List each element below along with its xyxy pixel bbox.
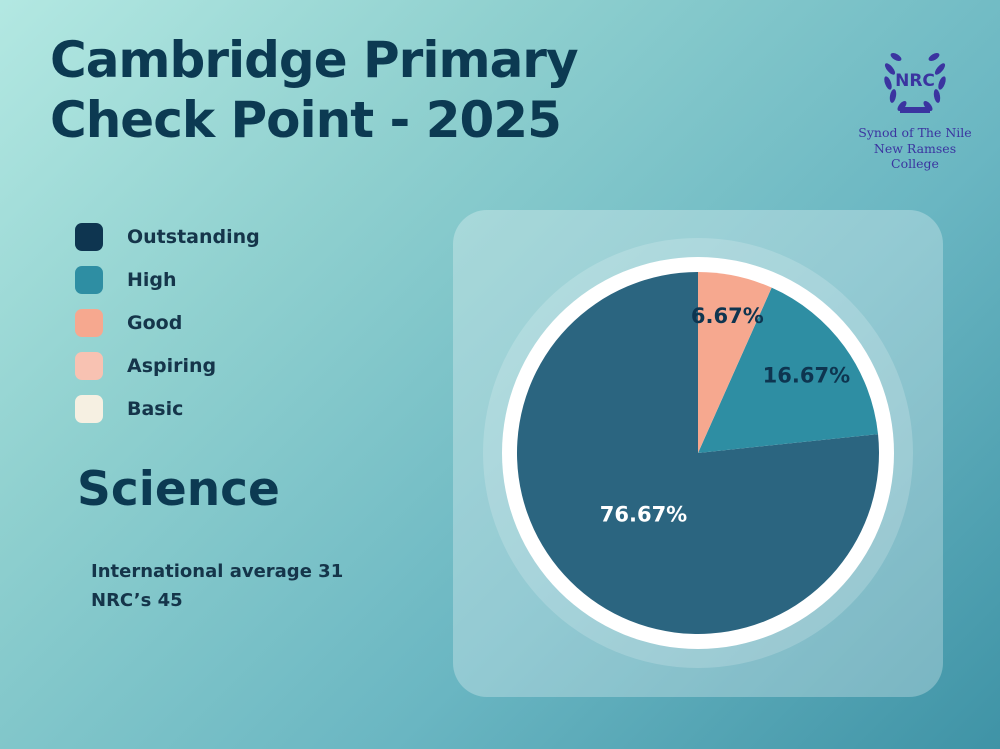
legend-label-good: Good bbox=[127, 311, 183, 334]
legend-swatch-good bbox=[75, 308, 103, 337]
laurel-wreath-icon: NRC bbox=[884, 53, 946, 113]
international-average-text: International average 31 bbox=[91, 561, 344, 582]
legend-label-outstanding: Outstanding bbox=[127, 225, 260, 248]
logo-line-1: Synod of The Nile bbox=[858, 125, 972, 140]
pie-slice-outstanding bbox=[517, 272, 879, 634]
legend-item-good: Good bbox=[75, 301, 260, 344]
page-title: Cambridge Primary Check Point - 2025 bbox=[50, 30, 670, 150]
legend-swatch-basic bbox=[75, 394, 103, 423]
nrc-score-text: NRC’s 45 bbox=[91, 590, 183, 611]
subject-heading: Science bbox=[77, 462, 280, 517]
pie-slice-high bbox=[698, 287, 879, 453]
pie-labels: 76.67% 16.67% 6.67% bbox=[600, 304, 850, 527]
pie-slices bbox=[517, 272, 879, 634]
legend-swatch-high bbox=[75, 265, 103, 294]
logo-initials: NRC bbox=[895, 71, 935, 91]
pie-label-good: 6.67% bbox=[691, 304, 764, 328]
pie-label-outstanding: 76.67% bbox=[600, 503, 687, 527]
logo-line-2: New Ramses College bbox=[873, 141, 957, 171]
legend-label-basic: Basic bbox=[127, 397, 184, 420]
legend-label-aspiring: Aspiring bbox=[127, 354, 217, 377]
legend-label-high: High bbox=[127, 268, 177, 291]
nrc-logo: NRC Synod of The Nile New Ramses College bbox=[850, 45, 980, 171]
pie-label-high: 16.67% bbox=[763, 363, 850, 387]
legend-item-high: High bbox=[75, 258, 260, 301]
legend-item-aspiring: Aspiring bbox=[75, 344, 260, 387]
chart-legend: Outstanding High Good Aspiring Basic bbox=[75, 215, 260, 430]
legend-swatch-outstanding bbox=[75, 222, 103, 251]
pie-slice-good bbox=[698, 272, 772, 453]
legend-item-basic: Basic bbox=[75, 387, 260, 430]
title-line-1: Cambridge Primary bbox=[50, 31, 579, 89]
pie-chart: 76.67% 16.67% 6.67% bbox=[483, 238, 913, 668]
legend-item-outstanding: Outstanding bbox=[75, 215, 260, 258]
score-notes: International average 31 NRC’s 45 bbox=[91, 557, 343, 615]
title-line-2: Check Point - 2025 bbox=[50, 91, 562, 149]
legend-swatch-aspiring bbox=[75, 351, 103, 380]
